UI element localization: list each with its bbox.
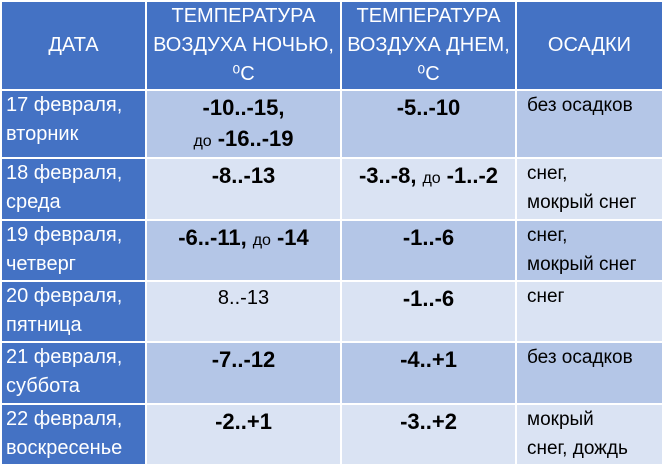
cell-line: среда	[6, 191, 61, 214]
precip-cell: снег	[515, 280, 662, 344]
temp-text: -1..-6	[402, 286, 455, 312]
day-temp-cell: -1..-6	[340, 280, 517, 344]
night-temp-cell: -2..+1	[145, 402, 342, 466]
cell-line: -10..-15,	[148, 93, 339, 124]
cell-line: -4..+1	[343, 345, 514, 376]
date-cell: 21 февраля, суббота	[0, 341, 147, 405]
precip-cell: снег, мокрый снег	[515, 218, 662, 283]
cell-line: до -16..-19	[148, 124, 339, 156]
cell-line: 21 февраля,	[6, 346, 123, 369]
night-temp-cell: 8..-13	[145, 280, 342, 344]
cell-line: без осадков	[527, 95, 633, 116]
precip-cell: снег, мокрый снег	[515, 157, 662, 221]
table-body: 17 февраля, вторник -10..-15, до -16..-19 -5.…	[0, 88, 662, 466]
day-temp-cell: -1..-6	[340, 218, 517, 283]
temp-text: до	[422, 170, 441, 188]
temp-text: -3..-8,	[358, 163, 417, 189]
precip-cell: без осадков	[515, 341, 662, 405]
night-temp-cell: -7..-12	[145, 341, 342, 405]
cell-line: -2..+1	[148, 407, 339, 438]
precip-cell: мокрый снег, дождь	[515, 402, 662, 466]
header-row: ДАТА ТЕМПЕРАТУРА ВОЗДУХА НОЧЬЮ, ⁰С ТЕМПЕ…	[0, 0, 662, 91]
date-cell: 22 февраля, воскресенье	[0, 402, 147, 466]
row: 17 февраля, вторник -10..-15, до -16..-19 -5.…	[0, 88, 662, 160]
cell-line: мокрый снег	[527, 192, 637, 214]
row: 19 февраля, четверг -6..-11, до -14 -1..-6 сне…	[0, 218, 662, 283]
cell-line: воскресенье	[6, 436, 123, 459]
temp-text: -8..-13	[211, 163, 276, 189]
cell-line: суббота	[6, 375, 80, 398]
cell-line: -3..+2	[343, 407, 514, 438]
header-cell: ТЕМПЕРАТУРА ВОЗДУХА НОЧЬЮ, ⁰С	[145, 0, 342, 91]
date-cell: 20 февраля, пятница	[0, 280, 147, 344]
header-cell: ДАТА	[0, 0, 147, 91]
temp-text: -7..-12	[211, 347, 276, 373]
cell-line: -3..-8, до -1..-2	[343, 161, 514, 193]
temp-text: -1..-6	[402, 224, 455, 250]
day-temp-cell: -4..+1	[340, 341, 517, 405]
temp-text: -10..-15,	[202, 95, 285, 120]
day-temp-cell: -5..-10	[340, 88, 517, 160]
cell-line: 17 февраля,	[6, 94, 123, 116]
row: 22 февраля, воскресенье -2..+1 -3..+2 мокрый…	[0, 402, 662, 466]
row: 20 февраля, пятница 8..-13 -1..-6 снег	[0, 280, 662, 344]
night-temp-cell: -8..-13	[145, 157, 342, 221]
cell-line: вторник	[6, 123, 79, 145]
temp-text: до	[252, 231, 271, 249]
temp-text: -6..-11,	[178, 224, 247, 250]
temp-text: -14	[276, 224, 309, 250]
temp-text: до	[193, 133, 212, 150]
row: 21 февраля, суббота -7..-12 -4..+1 без осадк…	[0, 341, 662, 405]
night-temp-cell: -6..-11, до -14	[145, 218, 342, 283]
cell-line: 18 февраля,	[6, 162, 123, 185]
temp-text: 8..-13	[217, 287, 270, 310]
cell-line: пятница	[6, 314, 82, 337]
date-cell: 18 февраля, среда	[0, 157, 147, 221]
date-cell: 19 февраля, четверг	[0, 218, 147, 283]
day-temp-cell: -3..-8, до -1..-2	[340, 157, 517, 221]
row: 18 февраля, среда -8..-13 -3..-8, до -1..-2 сн…	[0, 157, 662, 221]
cell-line: -1..-6	[343, 223, 514, 254]
cell-line: -6..-11, до -14	[148, 223, 339, 255]
temp-text: -3..+2	[400, 408, 457, 434]
cell-line: без осадков	[527, 347, 633, 369]
cell-line: мокрый	[527, 408, 594, 430]
cell-line: -7..-12	[148, 345, 339, 376]
temp-text: -2..+1	[215, 408, 272, 434]
cell-line: 8..-13	[148, 284, 339, 313]
cell-line: снег	[527, 286, 565, 308]
cell-line: 19 февраля,	[6, 223, 123, 246]
cell-line: -1..-6	[343, 284, 514, 315]
cell-line: 20 февраля,	[6, 285, 123, 308]
temp-text: -1..-2	[446, 163, 499, 189]
cell-line: -8..-13	[148, 161, 339, 192]
cell-line: снег,	[527, 224, 568, 246]
cell-line: четверг	[6, 252, 76, 275]
night-temp-cell: -10..-15, до -16..-19	[145, 88, 342, 160]
cell-line: снег,	[527, 163, 568, 185]
temp-text: -5..-10	[396, 95, 461, 120]
date-cell: 17 февраля, вторник	[0, 88, 147, 160]
header-cell: ТЕМПЕРАТУРА ВОЗДУХА ДНЕМ, ⁰С	[340, 0, 517, 91]
cell-line: снег, дождь	[527, 437, 628, 459]
cell-line: мокрый снег	[527, 253, 637, 275]
header-cell: ОСАДКИ	[515, 0, 662, 91]
cell-line: 22 февраля,	[6, 407, 123, 430]
temp-text: -4..+1	[400, 347, 457, 373]
cell-line: -5..-10	[343, 93, 514, 124]
precip-cell: без осадков	[515, 88, 662, 160]
temp-text: -16..-19	[217, 126, 294, 151]
day-temp-cell: -3..+2	[340, 402, 517, 466]
